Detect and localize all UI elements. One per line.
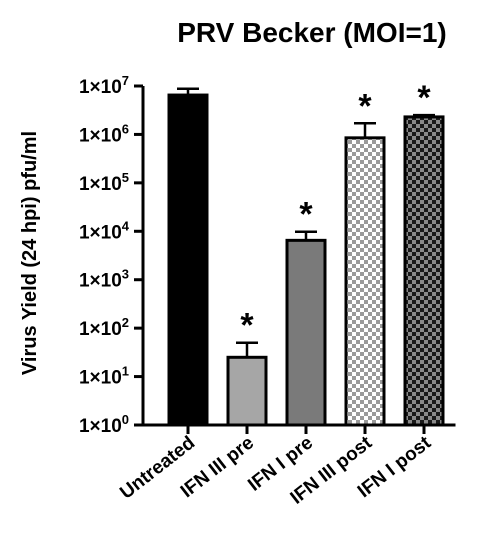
bar-untreated bbox=[167, 93, 209, 427]
bar-ifn-iii-post bbox=[344, 136, 386, 427]
significance-mark: * bbox=[358, 87, 372, 125]
y-tick-label: 1×107 bbox=[79, 73, 129, 98]
y-tick-label: 1×101 bbox=[79, 364, 129, 389]
y-tick-label: 1×105 bbox=[79, 170, 129, 195]
bar-ifn-iii-pre bbox=[226, 355, 268, 427]
significance-mark: * bbox=[299, 196, 313, 234]
significance-mark: * bbox=[240, 307, 254, 345]
plot-area: * * * * 1×100 1×101 1×102 1×103 1×104 1×105 1×106 1… bbox=[79, 73, 456, 509]
y-tick-label: 1×106 bbox=[79, 121, 129, 146]
y-tick-label: 1×100 bbox=[79, 412, 129, 437]
y-tick-label: 1×103 bbox=[79, 267, 129, 292]
y-tick-label: 1×104 bbox=[79, 218, 130, 243]
y-tick-label: 1×102 bbox=[79, 315, 129, 340]
bar-ifn-i-post bbox=[403, 115, 445, 427]
y-axis-label: Virus Yield (24 hpi) pfu/ml bbox=[19, 131, 41, 375]
bar-ifn-i-pre bbox=[285, 238, 327, 427]
chart-title: PRV Becker (MOI=1) bbox=[177, 17, 447, 48]
significance-mark: * bbox=[417, 79, 431, 117]
